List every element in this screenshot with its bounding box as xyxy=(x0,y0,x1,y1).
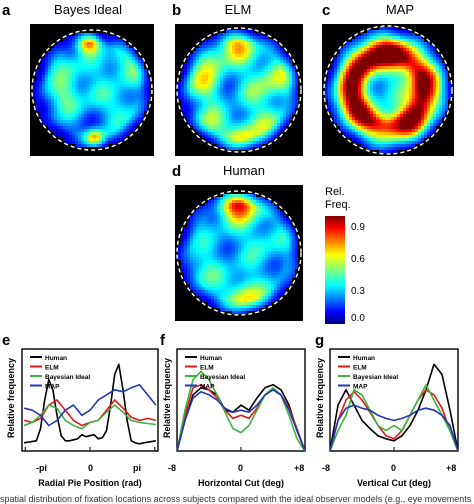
line-plot-e: Human ELM Bayesian Ideal MAP xyxy=(21,348,159,452)
panel-letter-c: c xyxy=(322,2,331,19)
panel-title-a: Bayes Ideal xyxy=(54,2,122,17)
panel-title-b: ELM xyxy=(224,2,252,17)
legend-label: MAP xyxy=(45,384,60,391)
series-line-map xyxy=(23,383,157,427)
xlabel-e: Radial Pie Position (rad) xyxy=(38,478,142,488)
legend-label: ELM xyxy=(200,365,214,372)
line-plot-g: Human ELM Bayesian Ideal MAP xyxy=(329,348,459,452)
series-line-bayesian-ideal xyxy=(23,404,156,430)
panel-title-c: MAP xyxy=(385,2,415,17)
legend-label: MAP xyxy=(200,384,215,391)
legend-label: Bayesian Ideal xyxy=(200,374,245,381)
series-line-bayesian-ideal xyxy=(329,383,459,452)
legend-label: ELM xyxy=(353,365,367,372)
ylabel-g: Relative frequency xyxy=(315,357,325,438)
legend-label: Human xyxy=(353,355,375,362)
series-line-human xyxy=(23,363,157,445)
heatmap-d xyxy=(175,185,303,321)
line-plot-f: Human ELM Bayesian Ideal MAP xyxy=(176,348,306,452)
panel-title-d: Human xyxy=(223,163,265,178)
colorbar-tick-0-6: 0.6 xyxy=(351,254,365,265)
panel-letter-a: a xyxy=(2,2,11,19)
heatmap-a xyxy=(30,24,154,156)
xlabel-g: Vertical Cut (deg) xyxy=(356,478,431,488)
legend-label: Bayesian Ideal xyxy=(45,374,90,381)
xlabel-f: Horizontal Cut (deg) xyxy=(198,478,284,488)
legend-label: ELM xyxy=(45,365,59,372)
figure-caption: spatial distribution of fixation locatio… xyxy=(0,494,474,504)
plot-frame xyxy=(176,348,306,452)
colorbar-title: Rel. Freq. xyxy=(325,186,351,212)
panel-letter-b: b xyxy=(172,2,182,19)
colorbar-tick-0-3: 0.3 xyxy=(351,286,365,297)
xtick-g-2: +8 xyxy=(446,463,457,473)
panel-letter-d: d xyxy=(172,163,182,180)
colorbar-tick-0-9: 0.9 xyxy=(351,222,365,233)
panel-letter-f: f xyxy=(160,332,165,349)
colorbar xyxy=(325,216,345,324)
series-line-map xyxy=(329,404,459,452)
heatmap-c xyxy=(322,24,454,156)
series-line-elm xyxy=(329,388,459,452)
xtick-g-0: -8 xyxy=(322,463,331,473)
xtick-e-0: -pi xyxy=(36,463,47,473)
colorbar-title-line2: Freq. xyxy=(325,199,351,211)
legend-label: MAP xyxy=(353,384,368,391)
series-line-human xyxy=(176,383,306,452)
xtick-e-1: 0 xyxy=(88,463,94,473)
ylabel-f: Relative frequency xyxy=(162,357,172,438)
xtick-e-2: pi xyxy=(133,463,141,473)
xtick-f-2: +8 xyxy=(294,463,305,473)
panel-letter-e: e xyxy=(2,332,11,349)
heatmap-b xyxy=(175,24,303,156)
colorbar-tick-0-0: 0.0 xyxy=(351,313,365,324)
xtick-f-1: 0 xyxy=(238,463,244,473)
legend-label: Human xyxy=(45,355,67,362)
colorbar-title-line1: Rel. xyxy=(325,186,345,198)
xtick-f-0: -8 xyxy=(168,463,177,473)
ylabel-e: Relative frequency xyxy=(6,357,16,438)
plot-frame xyxy=(329,348,459,452)
panel-letter-g: g xyxy=(315,332,325,349)
series-line-map xyxy=(176,388,306,452)
legend-label: Bayesian Ideal xyxy=(353,374,398,381)
xtick-g-1: 0 xyxy=(391,463,397,473)
legend-label: Human xyxy=(200,355,222,362)
